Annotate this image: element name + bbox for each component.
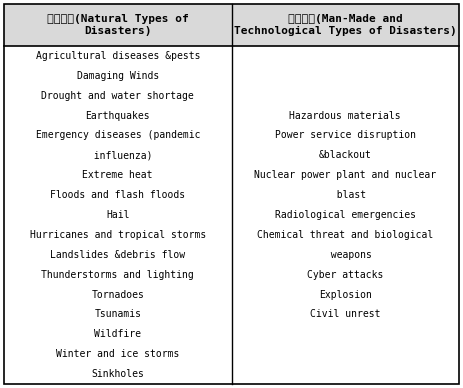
Bar (4, 4, 232, 46)
Text: Hurricanes and tropical storms: Hurricanes and tropical storms (30, 230, 206, 240)
Text: influenza): influenza) (82, 151, 153, 160)
Text: Nuclear power plant and nuclear: Nuclear power plant and nuclear (254, 170, 436, 180)
Text: 사회재난(Man-Made and
Technological Types of Disasters): 사회재난(Man-Made and Technological Types of… (234, 14, 457, 36)
Text: Power service disruption: Power service disruption (275, 130, 416, 140)
Text: Landslides &debris flow: Landslides &debris flow (50, 250, 185, 260)
Text: Damaging Winds: Damaging Winds (76, 71, 159, 81)
Text: Tornadoes: Tornadoes (91, 289, 144, 300)
Text: Tsunamis: Tsunamis (94, 309, 141, 319)
Text: Chemical threat and biological: Chemical threat and biological (257, 230, 433, 240)
Text: Civil unrest: Civil unrest (310, 309, 381, 319)
Text: Radiological emergencies: Radiological emergencies (275, 210, 416, 220)
Text: Earthquakes: Earthquakes (86, 111, 150, 121)
Bar (232, 4, 459, 46)
Text: weapons: weapons (319, 250, 372, 260)
Text: Wildfire: Wildfire (94, 329, 141, 339)
Text: Hazardous materials: Hazardous materials (289, 111, 401, 121)
Text: Hail: Hail (106, 210, 130, 220)
Text: &blackout: &blackout (319, 151, 372, 160)
Text: Extreme heat: Extreme heat (82, 170, 153, 180)
Text: Agricultural diseases &pests: Agricultural diseases &pests (36, 51, 200, 61)
Text: Emergency diseases (pandemic: Emergency diseases (pandemic (36, 130, 200, 140)
Text: Winter and ice storms: Winter and ice storms (56, 349, 180, 359)
Text: 자연재난(Natural Types of
Disasters): 자연재난(Natural Types of Disasters) (47, 14, 188, 36)
Text: Floods and flash floods: Floods and flash floods (50, 190, 185, 200)
Text: Sinkholes: Sinkholes (91, 369, 144, 379)
Text: Explosion: Explosion (319, 289, 372, 300)
Text: blast: blast (325, 190, 366, 200)
Text: Cyber attacks: Cyber attacks (307, 270, 383, 280)
Text: Drought and water shortage: Drought and water shortage (41, 91, 194, 101)
Text: Thunderstorms and lighting: Thunderstorms and lighting (41, 270, 194, 280)
